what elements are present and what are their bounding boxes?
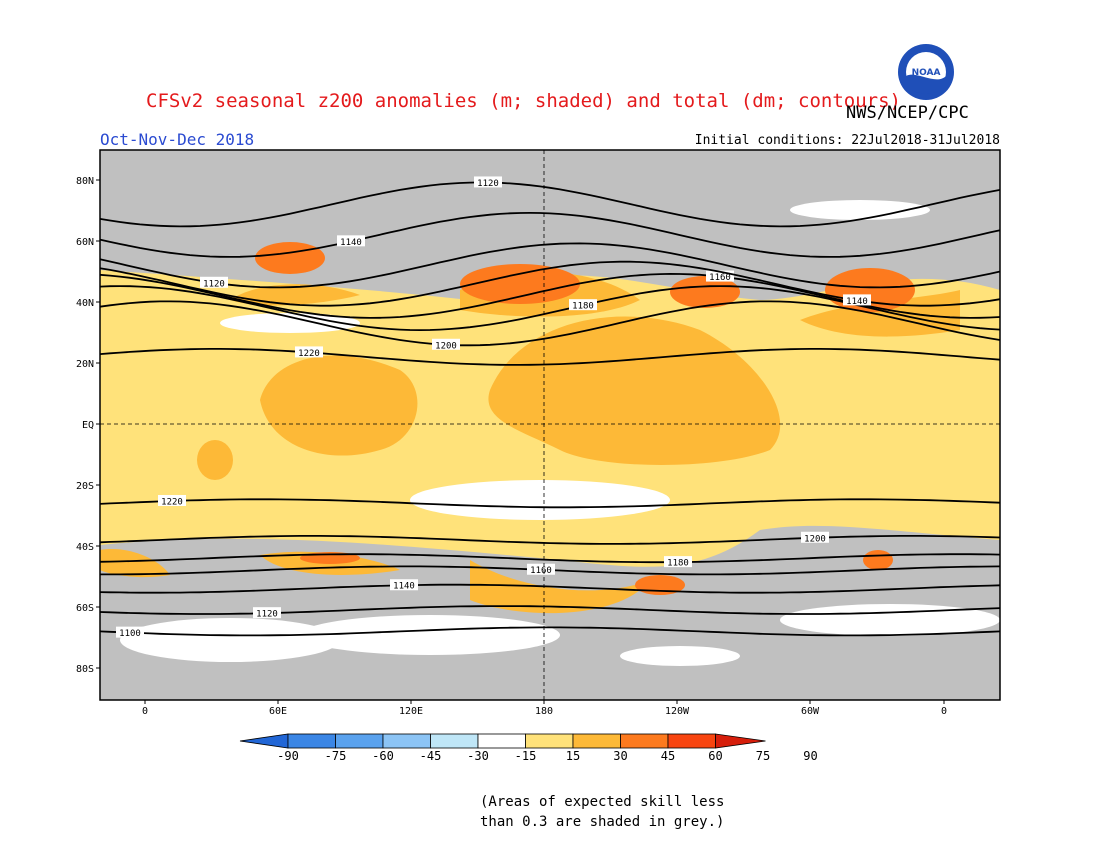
contour-line bbox=[99, 300, 1001, 347]
legend-label: 30 bbox=[613, 749, 627, 763]
contour-label-bg bbox=[527, 563, 555, 575]
figure-title: CFSv2 seasonal z200 anomalies (m; shaded… bbox=[146, 90, 901, 112]
contour-label-bg bbox=[843, 294, 871, 306]
legend-label: 75 bbox=[756, 749, 770, 763]
contour-line bbox=[99, 535, 1001, 545]
contour-label-bg bbox=[200, 276, 228, 288]
contour-label: 1180 bbox=[572, 302, 594, 312]
lon-label: 0 bbox=[941, 706, 947, 717]
legend-label: -90 bbox=[277, 749, 299, 763]
contour-label: 1140 bbox=[340, 238, 362, 248]
contour-line bbox=[99, 626, 1001, 637]
lat-label: EQ bbox=[82, 420, 94, 431]
contour-label-bg bbox=[158, 495, 186, 507]
contour-label-bg bbox=[432, 338, 460, 350]
legend-swatch bbox=[382, 733, 431, 749]
height-contours: 1100 1120 1140 1160 1180 1200 1220 1220 1200 1180… bbox=[99, 176, 1001, 639]
lat-label: 20N bbox=[76, 359, 94, 370]
contour-label: 1120 bbox=[477, 179, 499, 189]
contour-label-bg bbox=[474, 176, 502, 188]
contour-line bbox=[99, 553, 1001, 564]
contour-label: 1140 bbox=[393, 582, 415, 592]
contour-label-bg bbox=[295, 346, 323, 358]
lon-label: 180 bbox=[535, 706, 553, 717]
skill-note-line2: than 0.3 are shaded in grey.) bbox=[480, 814, 725, 830]
lon-label: 120W bbox=[665, 706, 690, 717]
lon-label: 60E bbox=[269, 706, 287, 717]
contour-line bbox=[99, 605, 1001, 615]
season-label: Oct-Nov-Dec 2018 bbox=[100, 130, 255, 149]
contour-label: 1100 bbox=[119, 629, 141, 639]
initial-conditions-label: Initial conditions: 22Jul2018-31Jul2018 bbox=[694, 133, 1000, 148]
noaa-logo: NOAA bbox=[898, 44, 954, 100]
contour-label: 1220 bbox=[161, 498, 183, 508]
contour-label: 1160 bbox=[530, 566, 552, 576]
legend-label: 60 bbox=[708, 749, 722, 763]
neutral-white-areas bbox=[120, 200, 1000, 666]
legend-swatch bbox=[525, 733, 574, 749]
lon-label: 120E bbox=[399, 706, 423, 717]
longitude-labels: 0 60E 120E 180 120W 60W 0 bbox=[142, 700, 947, 717]
contour-line bbox=[99, 242, 1001, 289]
contour-line bbox=[99, 211, 1001, 258]
legend-label: 45 bbox=[661, 749, 675, 763]
legend-arrow-left bbox=[239, 733, 289, 749]
skill-note-line1: (Areas of expected skill less bbox=[480, 794, 725, 810]
contour-line bbox=[99, 498, 1001, 509]
contour-label: 1200 bbox=[435, 341, 457, 351]
legend-label: 15 bbox=[566, 749, 580, 763]
contour-label: 1180 bbox=[667, 559, 689, 569]
lat-label: 60S bbox=[76, 603, 94, 614]
contour-label-bg bbox=[116, 626, 144, 638]
lat-label: 40N bbox=[76, 298, 94, 309]
legend-label: -45 bbox=[420, 749, 442, 763]
legend-swatch bbox=[572, 733, 621, 749]
lat-label: 80N bbox=[76, 176, 94, 187]
logo-text: NOAA bbox=[912, 68, 941, 78]
legend-label: -15 bbox=[515, 749, 537, 763]
contour-label: 1140 bbox=[846, 297, 868, 307]
skill-note: (Areas of expected skill less than 0.3 a… bbox=[480, 792, 724, 832]
legend-label: -30 bbox=[467, 749, 489, 763]
legend-label: -60 bbox=[372, 749, 394, 763]
organization-label: NWS/NCEP/CPC bbox=[846, 103, 969, 123]
contour-label-bg bbox=[337, 235, 365, 247]
legend-label: 90 bbox=[803, 749, 817, 763]
contour-label: 1120 bbox=[203, 279, 225, 289]
contour-label-bg bbox=[706, 270, 734, 282]
contour-label-bg bbox=[664, 556, 692, 568]
contour-label: 1160 bbox=[709, 273, 731, 283]
contour-label: 1120 bbox=[256, 610, 278, 620]
legend-swatch bbox=[477, 733, 526, 749]
legend-swatch bbox=[430, 733, 479, 749]
contour-label-bg bbox=[253, 607, 281, 619]
lon-label: 60W bbox=[801, 706, 820, 717]
contour-line bbox=[99, 583, 1001, 594]
lat-label: 80S bbox=[76, 664, 94, 675]
contour-label: 1220 bbox=[298, 349, 320, 359]
legend-swatch bbox=[335, 733, 384, 749]
contour-label-bg bbox=[801, 531, 829, 543]
contour-label-bg bbox=[569, 299, 597, 311]
latitude-labels: 80N 60N 40N 20N EQ 20S 40S 60S 80S bbox=[76, 176, 100, 675]
contour-label: 1200 bbox=[804, 534, 826, 544]
legend-label: -75 bbox=[325, 749, 347, 763]
lat-label: 40S bbox=[76, 542, 94, 553]
lat-label: 20S bbox=[76, 481, 94, 492]
color-legend: -90 -75 -60 -45 -30 -15 15 30 45 60 75 90 bbox=[239, 733, 818, 763]
contour-line bbox=[99, 348, 1001, 366]
legend-swatch bbox=[287, 733, 336, 749]
contour-line bbox=[99, 181, 1001, 228]
map-frame bbox=[99, 149, 1001, 701]
contour-label-bg bbox=[390, 579, 418, 591]
lon-label: 0 bbox=[142, 706, 148, 717]
legend-arrow-right bbox=[715, 733, 766, 749]
legend-swatch bbox=[667, 733, 716, 749]
legend-swatch bbox=[620, 733, 669, 749]
lat-label: 60N bbox=[76, 237, 94, 248]
